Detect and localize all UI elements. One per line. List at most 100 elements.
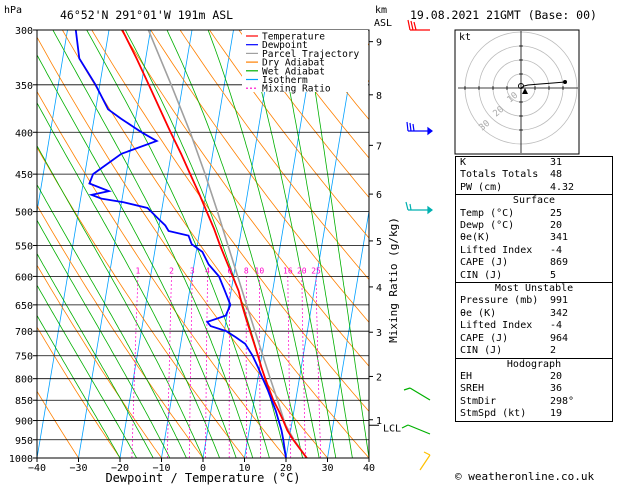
pressure-label: 300 [15, 26, 33, 37]
dry-adiabat-line [267, 30, 369, 159]
temperature-tick-label: −40 [28, 463, 46, 474]
hodograph: kt 10 20 30 [454, 29, 580, 155]
pressure-label: 900 [15, 417, 33, 428]
hodo-stmdir: StmDir 298° [460, 395, 575, 407]
pressure-label: 650 [15, 301, 33, 312]
hodo-stmspd: StmSpd (kt) 19 [460, 408, 563, 420]
legend-background [242, 30, 368, 92]
mixing-ratio-line [131, 276, 139, 458]
pressure-unit-label: hPa [4, 5, 22, 16]
mixing-ratio-labels: 1 2 3 4 6 8 10 16 20 25 [135, 266, 321, 275]
mixing-ratio-label: 10 [255, 266, 265, 275]
wet-adiabat-line [37, 102, 220, 458]
height-label: 8 [376, 91, 382, 102]
wet-adiabat-line [52, 30, 254, 458]
isotherm-line [327, 208, 369, 458]
height-label: 5 [376, 237, 382, 248]
mixing-ratio-line [315, 276, 322, 458]
pressure-label: 350 [15, 81, 33, 92]
height-label: 7 [376, 141, 382, 152]
hodograph-unit: kt [459, 32, 471, 43]
mixing-ratio-label: 6 [227, 266, 232, 275]
hodo-eh: EH 20 [460, 370, 563, 382]
legend-label: Parcel Trajectory [262, 49, 360, 60]
pressure-label: 850 [15, 396, 33, 407]
temperature-tick-label: 0 [200, 463, 206, 474]
dry-adiabat-line [91, 30, 369, 413]
temperature-tick-label: −20 [111, 463, 129, 474]
mu-pressure: Pressure (mb) 991 [460, 295, 569, 307]
pressure-label: 800 [15, 375, 33, 386]
lcl-label: LCL [383, 423, 401, 434]
wet-adiabat-line [37, 54, 237, 458]
dry-adiabat-line [37, 204, 204, 458]
temperature-axis-labels: −40 −30 −20 −10 0 10 20 30 40 [28, 458, 375, 474]
hodo-sreh: SREH 36 [460, 383, 563, 395]
wet-adiabat-line [37, 314, 121, 458]
mixing-ratio-label: 4 [205, 266, 210, 275]
height-unit-asl: ASL [374, 18, 392, 29]
mixing-ratio-line [301, 276, 306, 458]
pressure-label: 450 [15, 170, 33, 181]
dry-adiabat-line [37, 326, 121, 458]
legend-label: Mixing Ratio [262, 84, 331, 95]
wet-adiabat-line [86, 30, 270, 458]
legend-label: Dewpoint [262, 40, 308, 51]
mixing-ratio-label: 25 [311, 266, 321, 275]
mixing-ratio-label: 1 [135, 266, 140, 275]
surface-cape: CAPE (J) 869 [460, 257, 569, 269]
mixing-ratio-line [205, 276, 208, 458]
legend-label: Dry Adiabat [262, 58, 325, 69]
temperature-line [121, 30, 308, 458]
mu-cin: CIN (J) 2 [460, 345, 557, 357]
surface-temp: Temp (°C) 25 [460, 207, 563, 219]
isotherm-line [78, 30, 151, 458]
wind-barbs [401, 19, 433, 471]
wet-adiabat-lines [37, 30, 369, 458]
wind-barb-400 [406, 121, 433, 136]
surface-title: Surface [456, 194, 612, 207]
x-axis-label: Dewpoint / Temperature (°C) [105, 471, 300, 485]
height-label: 2 [376, 372, 382, 383]
mixing-ratio-label: 16 [283, 266, 293, 275]
height-label: 1 [376, 416, 382, 427]
pressure-label: 600 [15, 272, 33, 283]
copyright-notice: © weatheronline.co.uk [455, 470, 595, 483]
mixing-ratio-line [228, 276, 231, 458]
wet-adiabat-line [37, 183, 187, 458]
wet-adiabat-line [244, 30, 337, 458]
dry-adiabat-line [37, 264, 162, 458]
temperature-tick-label: −30 [69, 463, 87, 474]
datetime-header: 19.08.2021 21GMT (Base: 00) [410, 8, 597, 22]
storm-motion-marker [522, 88, 528, 94]
wind-barb-850 [403, 387, 431, 401]
pressure-label: 400 [15, 128, 33, 139]
mixing-ratio-label: 2 [169, 266, 174, 275]
wet-adiabat-line [277, 30, 353, 458]
sounding-profiles [74, 30, 308, 458]
mixing-ratio-line [189, 276, 193, 458]
temperature-tick-label: 40 [363, 463, 375, 474]
mixing-ratio-line [259, 276, 261, 458]
isotherm-line [37, 30, 68, 214]
unstable-title: Most Unstable [456, 282, 612, 295]
mixing-ratio-label: 8 [244, 266, 249, 275]
hodo-title: Hodograph [456, 357, 612, 371]
indices-table: K 31 Totals Totals 48 PW (cm) 4.32 Surface … [455, 156, 613, 422]
surface-li: Lifted Index -4 [460, 244, 563, 256]
mixing-ratio-label: 20 [297, 266, 307, 275]
wet-adiabat-line [305, 30, 369, 458]
dry-adiabat-line [238, 30, 369, 199]
dry-adiabat-line [179, 30, 369, 281]
mu-cape: CAPE (J) 964 [460, 332, 569, 344]
legend-label: Wet Adiabat [262, 66, 325, 77]
height-axis-labels: 1 2 3 4 5 6 7 8 9 [369, 38, 382, 427]
pressure-label: 500 [15, 208, 33, 219]
dry-adiabat-line [37, 146, 245, 458]
temperature-tick-label: −10 [152, 463, 170, 474]
mixing-ratio-axis-label: Mixing Ratio (g/kg) [387, 217, 400, 343]
temperature-tick-label: 30 [321, 463, 333, 474]
dry-adiabat-line [150, 30, 369, 323]
